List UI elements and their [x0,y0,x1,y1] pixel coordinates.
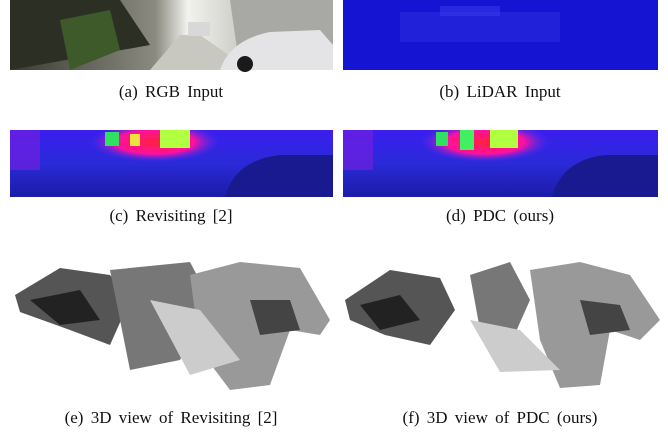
rgb-image [10,0,333,72]
caption: (e) 3D view of Revisiting [2] [65,408,278,427]
depth-image [10,130,333,197]
point-cloud [345,262,660,388]
caption: (a) RGB Input [119,82,223,101]
caption: (b) LiDAR Input [439,82,560,101]
figure: (a) RGB Input (b) LiDAR Input (c) Revisi… [0,0,668,440]
caption: (f) 3D view of PDC (ours) [403,408,598,427]
point-cloud [15,262,330,390]
page: (a) RGB Input (b) LiDAR Input (c) Revisi… [0,0,668,440]
caption: (d) PDC (ours) [446,206,554,225]
lidar-image [343,0,658,70]
depth-image [343,130,658,197]
caption: (c) Revisiting [2] [109,206,232,225]
